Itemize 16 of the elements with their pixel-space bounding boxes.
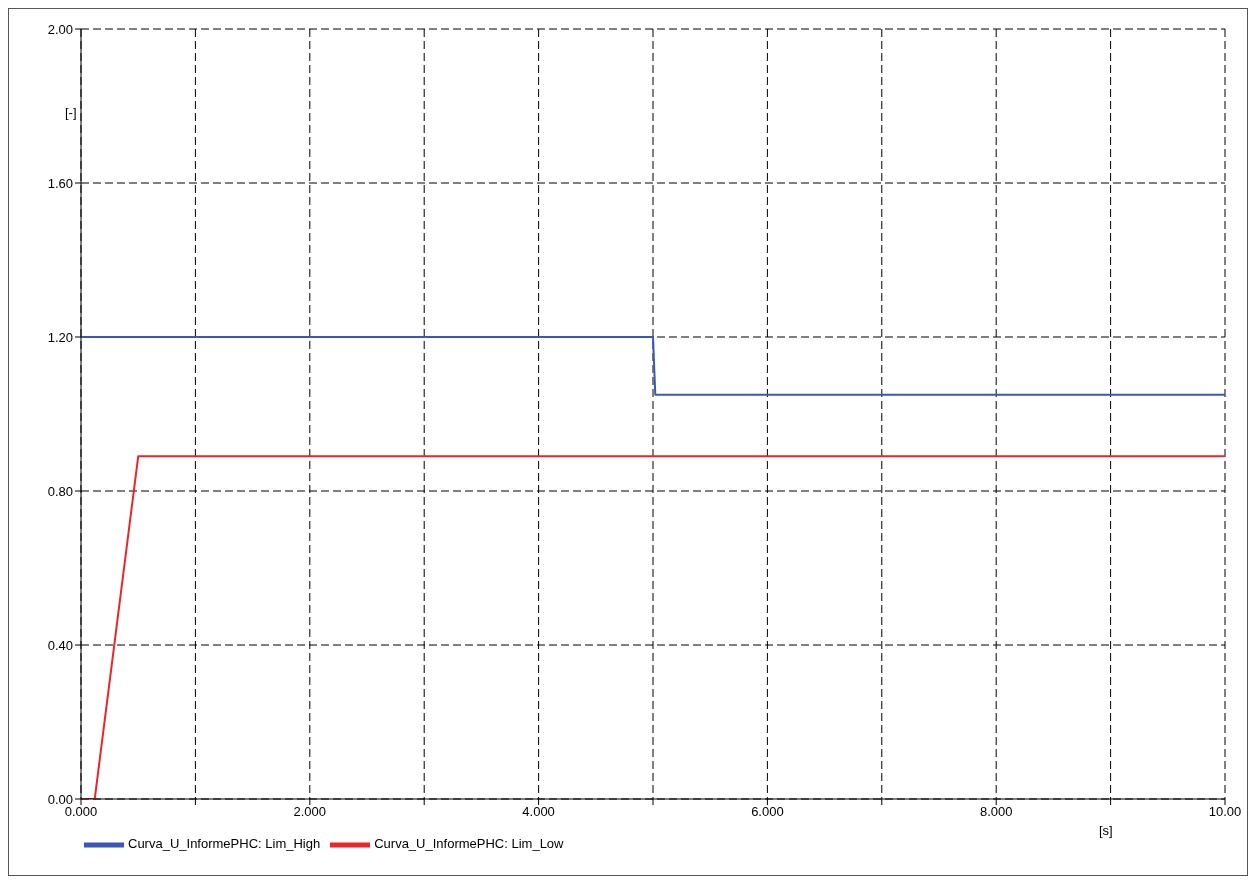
- y-axis-title: [-]: [65, 105, 77, 120]
- y-tick-label: 0.00: [47, 791, 73, 807]
- y-tick-label: 0.40: [47, 637, 73, 653]
- x-tick-label: 6.000: [751, 804, 784, 820]
- y-tick-label: 0.80: [47, 483, 73, 499]
- legend-label: Curva_U_InformePHC: Lim_Low: [374, 836, 564, 852]
- y-tick-label: 1.60: [47, 175, 73, 191]
- y-tick-label: 1.20: [47, 329, 73, 345]
- x-tick-label: 4.000: [522, 804, 555, 820]
- y-tick-label: 2.00: [47, 21, 73, 37]
- x-tick-label: 0.000: [64, 804, 98, 820]
- x-tick-label: 8.000: [979, 804, 1013, 820]
- x-axis-title: [s]: [1099, 823, 1113, 838]
- x-tick-label: 2.000: [293, 804, 327, 820]
- x-tick-label: 10.00: [1208, 804, 1242, 820]
- legend-label: Curva_U_InformePHC: Lim_High: [128, 836, 321, 852]
